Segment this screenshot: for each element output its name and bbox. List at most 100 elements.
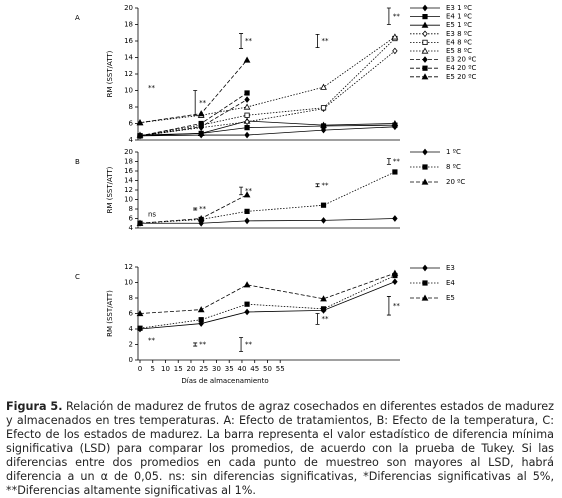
caption-label: Figura 5. <box>6 400 63 413</box>
marker <box>392 278 398 286</box>
marker <box>243 56 251 63</box>
lsd-bar <box>239 33 244 49</box>
panel-letter: C <box>75 273 80 281</box>
marker <box>392 215 398 222</box>
marker <box>320 217 327 224</box>
legend-label: E4 <box>446 279 455 287</box>
x-tick-label: 10 <box>161 365 170 373</box>
marker <box>136 219 144 226</box>
marker <box>392 169 398 175</box>
y-tick-label: 6 <box>129 120 134 128</box>
x-tick-label: 45 <box>250 365 259 373</box>
legend-label: E5 20 ºC <box>446 73 477 81</box>
legend-label: E5 1 ºC <box>446 21 472 29</box>
y-tick-label: 12 <box>124 70 133 78</box>
y-tick-label: 20 <box>124 4 133 12</box>
series-line <box>139 50 396 137</box>
lsd-bar <box>315 183 320 188</box>
legend-label: 8 ºC <box>446 163 461 171</box>
lsd-bar <box>239 186 244 196</box>
marker <box>421 73 429 80</box>
legend-label: E3 20 ºC <box>446 56 477 64</box>
y-tick-label: 18 <box>124 21 133 29</box>
significance-label: ** <box>393 158 401 166</box>
x-tick-label: 40 <box>237 365 246 373</box>
marker <box>422 4 428 12</box>
y-tick-label: 10 <box>124 279 133 287</box>
y-tick-label: 12 <box>124 186 133 194</box>
marker <box>391 33 399 40</box>
x-tick-label: 50 <box>263 365 272 373</box>
lsd-bar <box>239 337 244 352</box>
series-line <box>139 275 396 329</box>
marker <box>391 269 399 276</box>
marker <box>244 217 250 225</box>
x-tick-label: 55 <box>276 365 285 373</box>
legend-label: E5 8 ºC <box>446 47 472 55</box>
significance-label: ns <box>148 211 156 219</box>
significance-label: ** <box>199 205 207 213</box>
lsd-bar <box>386 7 391 25</box>
y-tick-label: 10 <box>124 196 133 204</box>
marker <box>244 90 250 96</box>
significance-label: ** <box>245 187 253 195</box>
caption-text: Relación de madurez de frutos de agraz c… <box>6 400 554 497</box>
y-axis-label: RM (SST/ATT) <box>106 166 114 213</box>
y-tick-label: 18 <box>124 158 133 166</box>
legend-label: 20 ºC <box>446 178 465 186</box>
marker <box>320 83 327 90</box>
series-line <box>139 99 248 137</box>
lsd-bar <box>386 296 391 316</box>
y-tick-label: 4 <box>129 136 134 144</box>
y-tick-label: 16 <box>124 37 133 45</box>
x-tick-label: 35 <box>225 365 234 373</box>
y-tick-label: 8 <box>129 103 133 111</box>
lsd-bar <box>315 34 320 48</box>
y-tick-label: 10 <box>124 87 133 95</box>
y-tick-label: 6 <box>129 215 134 223</box>
marker <box>421 294 429 301</box>
y-tick-label: 14 <box>124 177 133 185</box>
lsd-bar <box>315 313 320 325</box>
marker <box>422 30 428 38</box>
marker <box>197 306 205 313</box>
x-tick-label: 5 <box>151 365 155 373</box>
x-tick-label: 0 <box>138 365 142 373</box>
marker <box>244 208 250 214</box>
marker <box>136 309 144 317</box>
marker <box>392 47 398 55</box>
marker <box>320 105 327 111</box>
marker <box>422 280 428 286</box>
marker <box>422 164 428 170</box>
page: A RM (SST/ATT) 4 6 8 10 12 14 16 18 20 E3 1 ºC E4 1 … <box>6 4 554 497</box>
y-tick-label: 6 <box>129 310 134 318</box>
marker <box>198 120 204 127</box>
x-tick-label: 25 <box>199 365 208 373</box>
marker <box>320 295 327 302</box>
caption: Figura 5. Relación de madurez de frutos … <box>6 400 554 498</box>
marker <box>244 112 250 118</box>
marker <box>137 325 143 331</box>
legend-label: E4 8 ºC <box>446 38 472 46</box>
marker <box>197 110 205 117</box>
lsd-bar <box>386 158 391 165</box>
marker <box>422 65 428 71</box>
lsd-bar <box>193 90 198 116</box>
significance-label: ** <box>393 302 401 310</box>
legend-label: 1 ºC <box>446 148 461 156</box>
marker <box>243 191 251 198</box>
y-tick-label: 4 <box>129 325 134 333</box>
marker <box>320 306 327 312</box>
series-line <box>139 38 396 137</box>
series-line <box>140 218 395 224</box>
marker <box>422 39 428 46</box>
x-tick-label: 20 <box>187 365 196 373</box>
marker <box>244 301 250 307</box>
lsd-bar <box>193 342 198 347</box>
y-tick-label: 2 <box>129 341 133 349</box>
significance-label: ** <box>148 84 156 92</box>
marker <box>244 118 250 126</box>
significance-label: ** <box>322 181 330 189</box>
legend-label: E5 <box>446 294 455 302</box>
